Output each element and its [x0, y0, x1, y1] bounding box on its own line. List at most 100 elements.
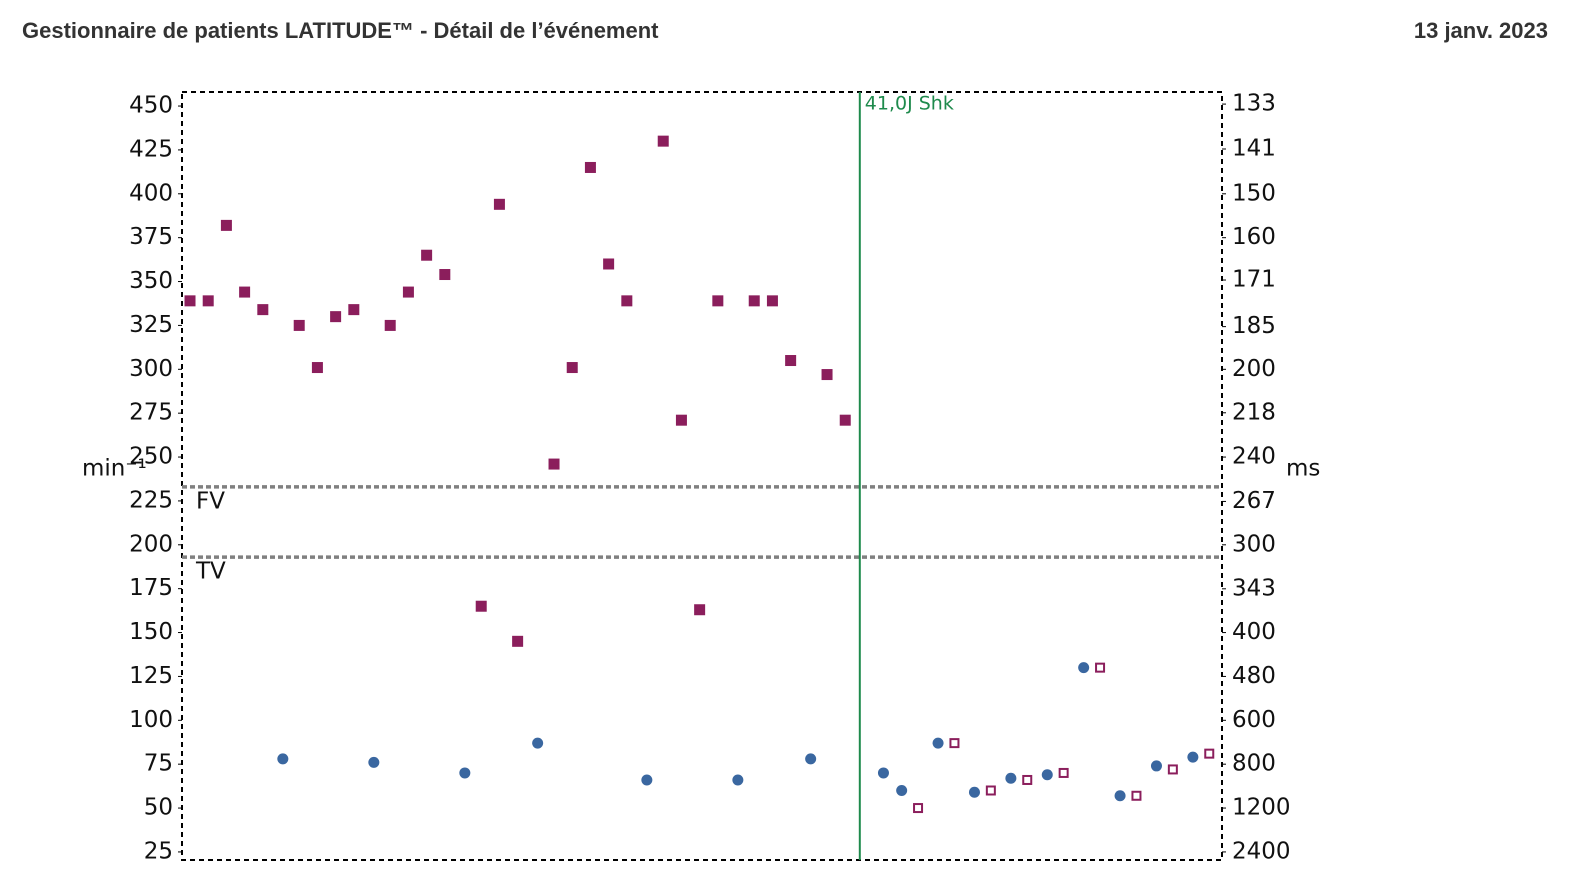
- point: [621, 295, 633, 307]
- point: [949, 738, 960, 749]
- point: [657, 135, 669, 147]
- y-tick-label: 100: [129, 707, 173, 733]
- y-tick-label: 225: [129, 487, 173, 513]
- date: 13 janv. 2023: [1414, 18, 1548, 43]
- point: [439, 269, 451, 281]
- y2-tick-label: 171: [1232, 267, 1276, 293]
- y2-tick-label: 141: [1232, 136, 1276, 162]
- y-tick-label: 350: [129, 268, 173, 294]
- threshold-label: FV: [196, 488, 225, 514]
- point: [1078, 662, 1090, 674]
- point: [913, 803, 924, 814]
- y2-tick-label: 400: [1232, 619, 1276, 645]
- y2-tick-label: 343: [1232, 575, 1276, 601]
- y-axis-label: min⁻¹: [82, 456, 147, 482]
- y2-tick-label: 160: [1232, 224, 1276, 250]
- point: [402, 286, 414, 298]
- y-tick-label: 275: [129, 400, 173, 426]
- point: [748, 295, 760, 307]
- y-tick-label: 200: [129, 531, 173, 557]
- point: [839, 414, 851, 426]
- point: [348, 304, 360, 316]
- y-tick-label: 325: [129, 312, 173, 338]
- point: [548, 458, 560, 470]
- y2-tick-label: 218: [1232, 399, 1276, 425]
- y2-tick-label: 2400: [1232, 838, 1291, 864]
- point: [932, 737, 944, 749]
- title: Gestionnaire de patients LATITUDE™ - Dét…: [22, 18, 659, 43]
- point: [384, 319, 396, 331]
- point: [785, 355, 797, 367]
- y2-tick-label: 300: [1232, 531, 1276, 557]
- point: [1204, 748, 1215, 759]
- y2-tick-label: 200: [1232, 356, 1276, 382]
- y-tick-label: 75: [144, 751, 173, 777]
- point: [1131, 790, 1142, 801]
- point: [239, 286, 251, 298]
- y-tick-label: 450: [129, 93, 173, 119]
- plot-frame: [181, 91, 1223, 861]
- point: [184, 295, 196, 307]
- point: [1114, 790, 1126, 802]
- point: [566, 362, 578, 374]
- y2-tick-label: 240: [1232, 444, 1276, 470]
- point: [368, 756, 380, 768]
- point: [421, 249, 433, 261]
- point: [821, 369, 833, 381]
- y-tick-label: 400: [129, 180, 173, 206]
- point: [1167, 764, 1178, 775]
- point: [475, 600, 487, 612]
- point: [732, 774, 744, 786]
- point: [985, 785, 996, 796]
- y2-tick-label: 267: [1232, 488, 1276, 514]
- point: [512, 635, 524, 647]
- y2-tick-label: 600: [1232, 707, 1276, 733]
- point: [1005, 772, 1017, 784]
- point: [877, 767, 889, 779]
- point: [1095, 662, 1106, 673]
- point: [896, 785, 908, 797]
- point: [459, 767, 471, 779]
- y2-tick-label: 800: [1232, 751, 1276, 777]
- y-tick-label: 25: [144, 838, 173, 864]
- threshold-label: TV: [195, 559, 226, 585]
- point: [1187, 751, 1199, 763]
- point: [493, 198, 505, 210]
- point: [641, 774, 653, 786]
- point: [766, 295, 778, 307]
- point: [202, 295, 214, 307]
- point: [675, 414, 687, 426]
- point: [277, 753, 289, 765]
- y-tick-label: 375: [129, 224, 173, 250]
- y2-tick-label: 185: [1232, 313, 1276, 339]
- y2-tick-label: 150: [1232, 180, 1276, 206]
- y-tick-label: 425: [129, 136, 173, 162]
- y-tick-label: 175: [129, 575, 173, 601]
- point: [968, 786, 980, 798]
- y-tick-label: 50: [144, 795, 173, 821]
- point: [220, 219, 232, 231]
- point: [257, 304, 269, 316]
- point: [584, 161, 596, 173]
- event-label: 41,0J Shk: [865, 93, 954, 115]
- point: [311, 362, 323, 374]
- y2-tick-label: 480: [1232, 663, 1276, 689]
- point: [532, 737, 544, 749]
- point: [1041, 769, 1053, 781]
- y-tick-label: 250: [129, 444, 173, 470]
- y-tick-label: 300: [129, 356, 173, 382]
- y-tick-label: 125: [129, 663, 173, 689]
- y2-tick-label: 1200: [1232, 795, 1291, 821]
- point: [712, 295, 724, 307]
- point: [1022, 774, 1033, 785]
- point: [694, 604, 706, 616]
- point: [805, 753, 817, 765]
- point: [1150, 760, 1162, 772]
- point: [603, 258, 615, 270]
- y-tick-label: 150: [129, 619, 173, 645]
- point: [330, 311, 342, 323]
- y2-tick-label: 133: [1232, 91, 1276, 117]
- y2-axis-label: ms: [1286, 456, 1320, 482]
- point: [1058, 767, 1069, 778]
